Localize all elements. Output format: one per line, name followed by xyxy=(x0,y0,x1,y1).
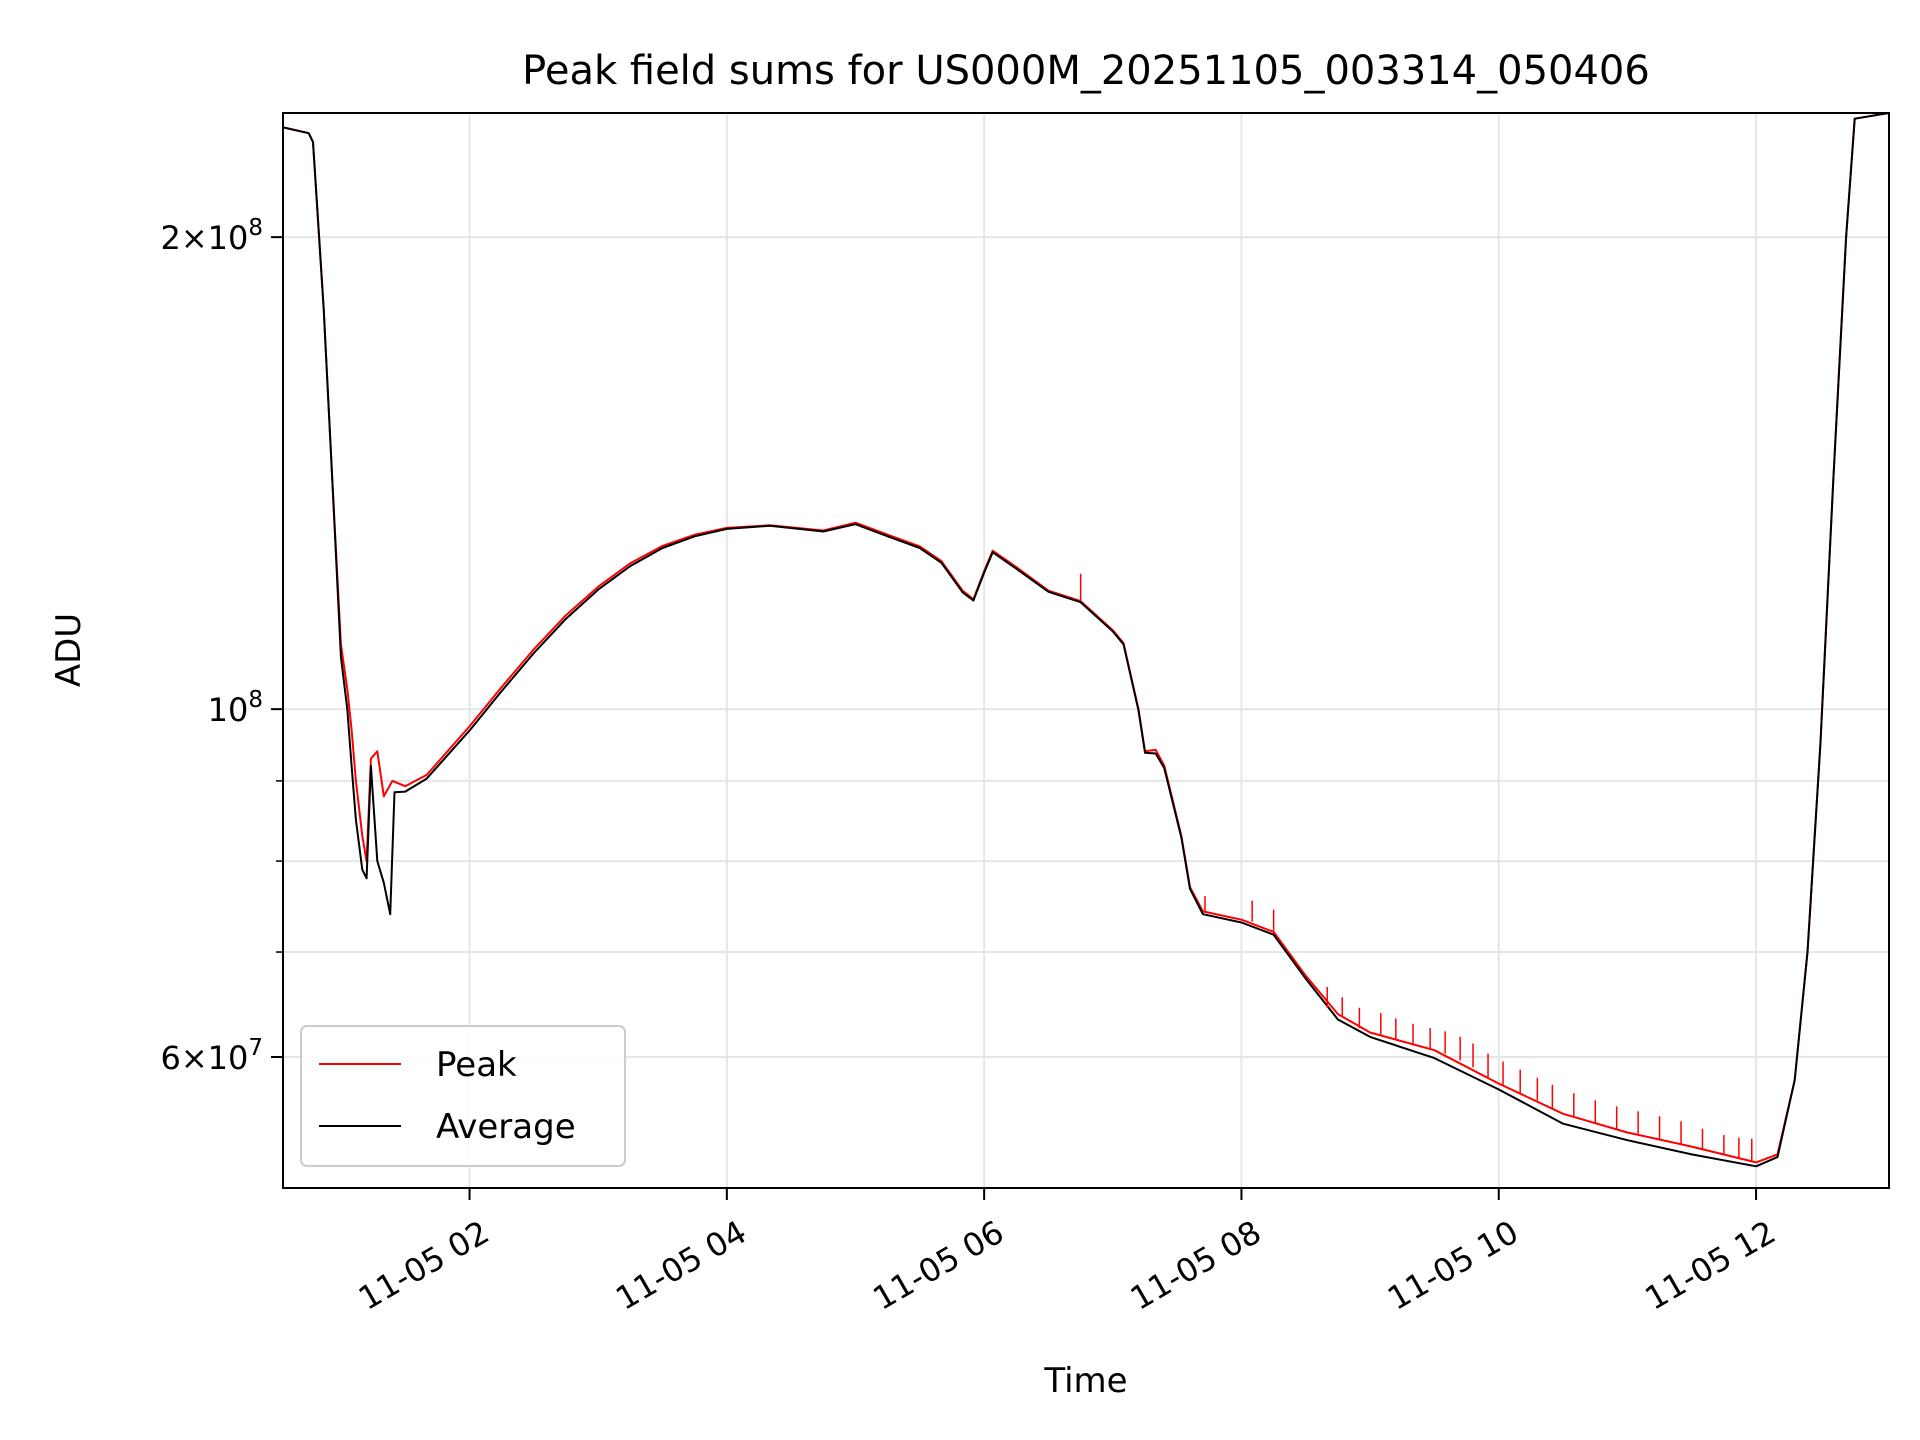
y-tick-exponent: 8 xyxy=(248,215,263,241)
y-tick-label: 108 xyxy=(208,687,263,729)
y-tick-mantissa: 2 xyxy=(160,219,180,257)
chart-title: Peak field sums for US000M_20251105_0033… xyxy=(522,48,1650,94)
y-tick-exponent: 7 xyxy=(248,1035,263,1061)
plot-frame xyxy=(282,112,1890,1189)
legend-label-average: Average xyxy=(436,1107,576,1147)
y-axis-title: ADU xyxy=(49,613,89,687)
y-tick-base: 10 xyxy=(208,1039,249,1077)
series-line-average xyxy=(283,113,1889,1168)
y-tick-exponent: 8 xyxy=(248,687,263,713)
y-tick-label: 2×108 xyxy=(160,215,263,257)
legend-box xyxy=(300,1025,626,1167)
y-tick-times: × xyxy=(181,1039,208,1077)
y-tick-base: 10 xyxy=(208,219,249,257)
y-tick-label: 6×107 xyxy=(160,1035,263,1077)
series-layer xyxy=(283,113,1889,1168)
x-axis-title: Time xyxy=(1043,1361,1127,1401)
y-tick-mantissa: 6 xyxy=(160,1039,180,1077)
legend-label-peak: Peak xyxy=(436,1045,517,1085)
y-tick-base: 10 xyxy=(208,691,249,729)
y-tick-times: × xyxy=(181,219,208,257)
legend: Peak Average xyxy=(300,1025,626,1167)
